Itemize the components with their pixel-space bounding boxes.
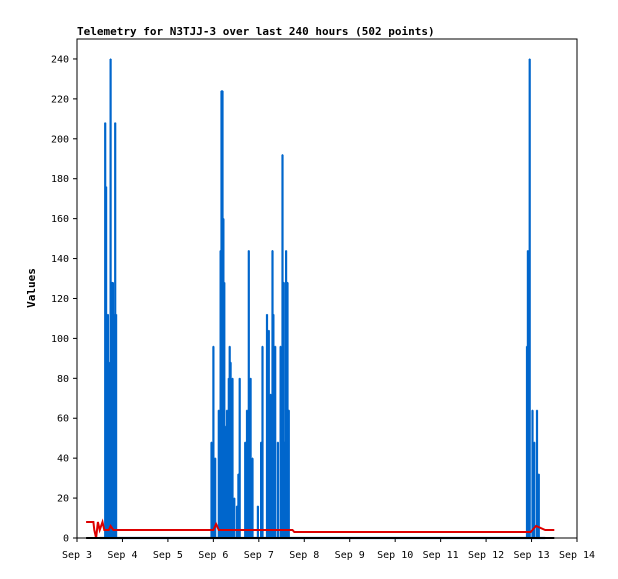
data-point: [250, 377, 252, 379]
data-point: [251, 457, 254, 459]
data-point: [233, 497, 235, 499]
data-point: [526, 345, 528, 347]
data-point: [226, 409, 228, 411]
data-point: [237, 473, 239, 475]
y-tick-label: 40: [57, 454, 69, 465]
data-point: [236, 505, 238, 507]
data-point: [270, 393, 272, 395]
data-point: [246, 409, 248, 411]
y-tick-label: 220: [51, 94, 69, 105]
data-point: [230, 361, 232, 363]
data-point: [220, 249, 222, 252]
data-point: [239, 377, 241, 379]
data-point: [261, 345, 264, 347]
y-tick-label: 60: [57, 414, 69, 425]
data-point: [288, 409, 290, 411]
data-point: [106, 377, 108, 379]
data-point: [110, 58, 112, 60]
data-point: [286, 281, 289, 284]
x-tick-label: Sep 7: [244, 550, 274, 561]
data-point: [283, 281, 285, 284]
data-point: [268, 329, 270, 332]
x-tick-label: Sep 9: [335, 550, 365, 561]
x-tick-label: Sep 10: [377, 550, 413, 561]
y-axis-ticks: 0 20 40 60 80 100 120 140 160 180 200 220 240: [51, 54, 77, 545]
x-tick-label: Sep 5: [153, 550, 183, 561]
data-point: [538, 473, 540, 475]
data-point: [271, 249, 274, 252]
y-tick-label: 160: [51, 214, 69, 225]
y-tick-label: 240: [51, 54, 69, 65]
x-tick-label: Sep 3: [62, 550, 92, 561]
data-point: [260, 441, 262, 443]
series-line: [86, 518, 555, 539]
data-point: [105, 186, 107, 188]
data-point: [536, 409, 538, 411]
x-tick-label: Sep 11: [423, 550, 459, 561]
data-point: [228, 377, 230, 379]
data-point: [529, 58, 531, 60]
y-tick-label: 80: [57, 374, 69, 385]
series-layer: [86, 58, 555, 540]
data-point: [220, 90, 223, 92]
data-point: [257, 505, 259, 507]
y-tick-label: 0: [63, 534, 69, 545]
data-point: [274, 345, 276, 347]
data-point: [244, 441, 246, 443]
data-point: [104, 122, 106, 124]
data-point: [214, 457, 216, 459]
y-tick-label: 140: [51, 254, 69, 265]
data-point: [111, 281, 113, 284]
y-tick-label: 120: [51, 294, 69, 305]
x-tick-label: Sep 4: [107, 550, 137, 561]
data-point: [210, 441, 213, 443]
data-point: [222, 218, 224, 220]
series-1: [86, 518, 555, 539]
x-tick-label: Sep 6: [198, 550, 228, 561]
data-point: [527, 249, 529, 252]
data-point: [113, 313, 115, 316]
data-point: [272, 313, 274, 316]
chart-title: Telemetry for N3TJJ-3 over last 240 hour…: [77, 25, 435, 38]
y-tick-label: 100: [51, 334, 69, 345]
data-point: [224, 425, 226, 427]
x-tick-label: Sep 8: [289, 550, 319, 561]
data-point: [109, 361, 111, 363]
data-point: [114, 122, 116, 124]
data-point: [115, 313, 117, 316]
y-tick-label: 180: [51, 174, 69, 185]
data-point: [107, 313, 109, 316]
data-point: [218, 409, 220, 411]
x-tick-label: Sep 13: [513, 550, 549, 561]
data-point: [531, 409, 534, 411]
data-point: [221, 90, 224, 92]
x-tick-label: Sep 12: [468, 550, 504, 561]
y-tick-label: 200: [51, 134, 69, 145]
data-point: [223, 281, 225, 284]
x-tick-label: Sep 14: [559, 550, 595, 561]
data-point: [533, 441, 535, 443]
data-point: [285, 249, 287, 252]
data-point: [248, 249, 250, 252]
data-point: [280, 345, 282, 347]
data-point: [284, 441, 286, 443]
data-point: [277, 441, 279, 443]
y-tick-label: 20: [57, 494, 69, 505]
data-point: [112, 281, 114, 284]
data-point: [281, 154, 284, 156]
data-point: [229, 345, 231, 347]
y-axis-label: Values: [25, 268, 38, 308]
data-point: [231, 377, 234, 379]
data-point: [266, 313, 268, 316]
data-point: [212, 345, 214, 347]
